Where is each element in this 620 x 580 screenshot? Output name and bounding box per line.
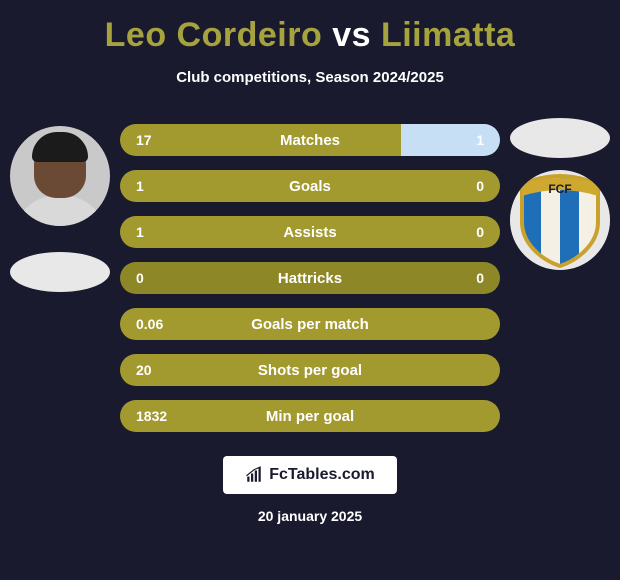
brand-text: FcTables.com (269, 466, 375, 484)
stat-label: Assists (120, 224, 500, 241)
stat-row: 17Matches1 (120, 124, 500, 156)
stat-label: Matches (120, 132, 500, 149)
stat-right-value: 0 (476, 270, 484, 286)
stat-label: Goals (120, 178, 500, 195)
stat-row: 1Goals0 (120, 170, 500, 202)
stat-row: 1Assists0 (120, 216, 500, 248)
stat-right-value: 0 (476, 178, 484, 194)
stat-label: Goals per match (120, 316, 500, 333)
stats-panel: 17Matches11Goals01Assists00Hattricks00.0… (120, 124, 500, 432)
stat-row: 0.06Goals per match (120, 308, 500, 340)
stat-label: Shots per goal (120, 362, 500, 379)
player1-flag (10, 252, 110, 292)
stat-row: 1832Min per goal (120, 400, 500, 432)
stat-label: Hattricks (120, 270, 500, 287)
stat-label: Min per goal (120, 408, 500, 425)
chart-icon (245, 466, 263, 484)
player1-avatar (10, 126, 110, 226)
date-label: 20 january 2025 (258, 508, 362, 524)
player2-name: Liimatta (381, 16, 515, 54)
player2-crest: FCF (510, 170, 610, 270)
page-title: Leo Cordeiro vs Liimatta (105, 16, 516, 55)
player1-name: Leo Cordeiro (105, 16, 323, 54)
stat-row: 0Hattricks0 (120, 262, 500, 294)
stat-right-value: 1 (476, 132, 484, 148)
subtitle: Club competitions, Season 2024/2025 (176, 69, 444, 86)
stat-right-value: 0 (476, 224, 484, 240)
crest-text: FCF (548, 182, 571, 196)
brand-badge: FcTables.com (223, 456, 397, 494)
vs-label: vs (332, 16, 371, 54)
crest-icon: FCF (510, 170, 610, 270)
player2-flag (510, 118, 610, 158)
stat-row: 20Shots per goal (120, 354, 500, 386)
